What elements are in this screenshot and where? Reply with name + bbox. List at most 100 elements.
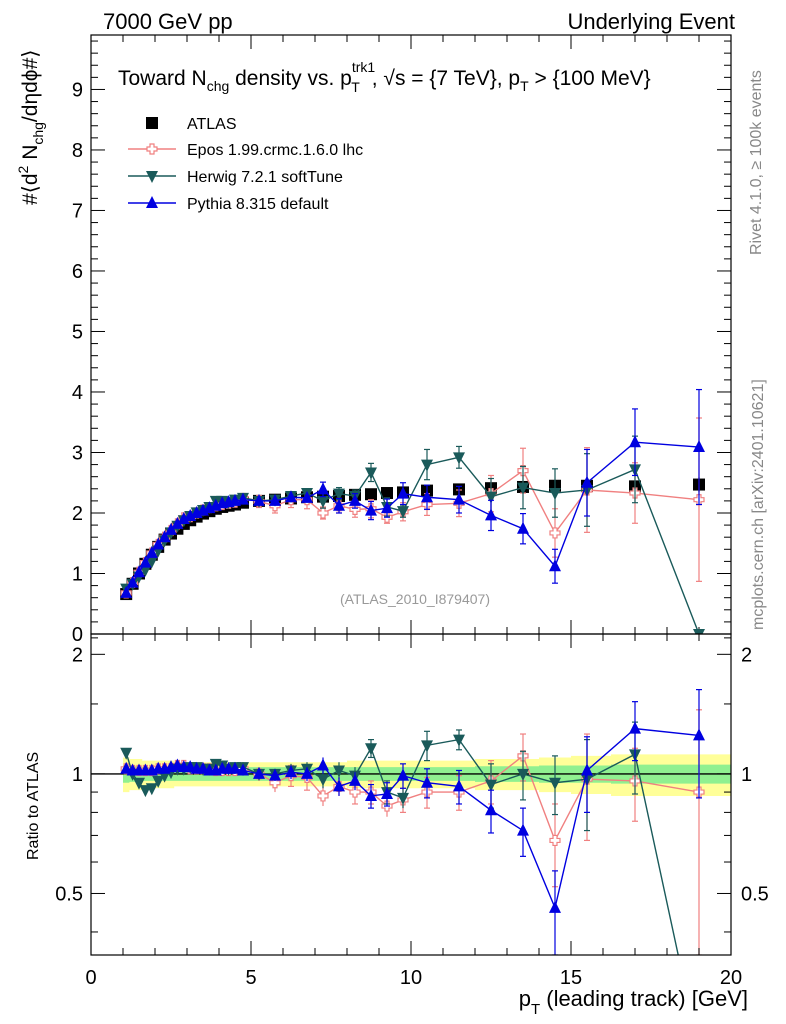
series-line-pythia: [125, 441, 700, 594]
ratio-y-tick-label: 1: [72, 764, 83, 786]
data-point-epos: [349, 503, 361, 515]
y-tick-label: 4: [72, 382, 83, 404]
ratio-point-herwig: [453, 734, 465, 747]
data-point-herwig: [365, 467, 377, 480]
ratio-point-herwig: [365, 743, 377, 756]
ratio-point-herwig: [549, 777, 561, 790]
ratio-point-pythia: [229, 761, 241, 774]
data-point-herwig: [317, 495, 329, 508]
data-point-pythia: [285, 490, 297, 503]
y-tick-label: 8: [72, 140, 83, 162]
data-point-pythia: [549, 559, 561, 572]
data-point-pythia: [301, 490, 313, 503]
ratio-point-herwig: [145, 783, 158, 796]
legend-label-pythia: Pythia 8.315 default: [187, 196, 329, 213]
y-tick-label: 9: [72, 79, 83, 101]
data-point-pythia: [629, 435, 641, 448]
main-panel: 0 1 2 3 4 5 6 7 8 9: [72, 35, 732, 646]
ratio-point-herwig: [152, 775, 165, 788]
title-part-b-sub: T: [351, 79, 360, 95]
x-tick-label: 0: [85, 967, 96, 989]
ratio-point-pythia: [333, 779, 345, 792]
ylabel-part-b: N: [19, 145, 42, 166]
data-point-herwig: [421, 459, 433, 472]
data-point-herwig: [145, 556, 158, 569]
data-point-pythia: [145, 545, 158, 558]
data-point-pythia: [237, 492, 249, 505]
series-pythia: [120, 388, 705, 598]
data-point-pythia: [152, 537, 165, 550]
xlabel-part-b: (leading track) [GeV]: [540, 986, 748, 1011]
legend-label-atlas: ATLAS: [187, 116, 237, 133]
ratio-y-tick-label: 2: [72, 644, 83, 666]
data-point-herwig: [333, 488, 345, 501]
title-part-b: density vs. p: [229, 67, 352, 90]
legend-marker-epos: [146, 143, 158, 155]
ratio-y-tick-label: 0.5: [55, 883, 83, 905]
data-point-pythia: [253, 493, 265, 506]
legend-label-epos: Epos 1.99.crmc.1.6.0 lhc: [187, 142, 363, 159]
ratio-point-pythia: [285, 765, 297, 778]
ratio-point-herwig: [333, 765, 345, 778]
ratio-point-epos: [317, 790, 329, 802]
ratio-point-pythia: [453, 779, 465, 792]
y-tick-label: 7: [72, 200, 83, 222]
data-point-pythia: [333, 498, 345, 511]
x-tick-label: 15: [560, 967, 582, 989]
data-point-pythia: [177, 512, 190, 525]
x-tick-label: 20: [720, 967, 742, 989]
y-tick-label: 6: [72, 261, 83, 283]
data-point-herwig: [485, 491, 497, 504]
ratio-panel: 0.5 0.51 12 20 5 10 15 20: [55, 634, 769, 989]
main-title: Toward Nchg density vs. ptrk1 T, √s = {7 …: [118, 59, 651, 95]
data-point-pythia: [485, 508, 497, 521]
legend-marker-herwig: [146, 171, 158, 183]
data-point-herwig: [453, 452, 465, 465]
ratio-y-tick-label-right: 0.5: [741, 883, 769, 905]
y-tick-label: 0: [72, 624, 83, 646]
data-point-pythia: [139, 555, 152, 568]
data-point-pythia: [269, 493, 281, 506]
data-point-pythia: [349, 493, 361, 506]
ratio-point-pythia: [317, 758, 329, 771]
ratio-y-tick-label-right: 1: [741, 764, 752, 786]
ratio-point-herwig: [517, 768, 529, 781]
data-point-pythia: [397, 486, 409, 499]
ratio-point-pythia: [517, 823, 529, 836]
ratio-point-herwig: [133, 777, 145, 790]
data-point-pythia: [184, 509, 197, 522]
ratio-point-epos: [349, 786, 361, 798]
series-herwig: [120, 435, 705, 634]
ylabel-part-a-sup: 2: [15, 165, 31, 173]
title-part-a-sub: chg: [207, 78, 230, 94]
ylabel-part-c: /dηdϕ#⟩: [19, 50, 42, 123]
data-point-pythia: [158, 530, 171, 543]
ratio-point-pythia: [693, 728, 705, 741]
x-tick-label: 10: [400, 967, 422, 989]
mcplots-label: mcplots.cern.ch [arXiv:2401.10621]: [750, 379, 767, 630]
ratio-y-tick-label-right: 2: [741, 644, 752, 666]
data-point-herwig: [693, 629, 705, 634]
data-point-herwig: [517, 482, 529, 495]
y-tick-label: 2: [72, 503, 83, 525]
x-tick-label: 5: [245, 967, 256, 989]
title-part-c-sub: T: [520, 78, 529, 94]
series-line-epos: [125, 469, 700, 594]
data-point-pythia: [517, 521, 529, 534]
ratio-point-pythia: [549, 900, 561, 913]
data-point-pythia: [171, 516, 184, 529]
legend-label-herwig: Herwig 7.2.1 softTune: [187, 169, 343, 186]
ratio-point-pythia: [485, 803, 497, 816]
ratio-series-epos: [120, 709, 705, 955]
data-point-pythia: [421, 490, 433, 503]
y-tick-label: 5: [72, 321, 83, 343]
title-part-b-sup: trk1: [352, 59, 376, 75]
main-ylabel: #⟨d2 Nchg/dηdϕ#⟩: [15, 50, 46, 205]
data-point-atlas: [381, 487, 393, 500]
ratio-xlabel: pT (leading track) [GeV]: [519, 986, 748, 1018]
xlabel-part-a-sub: T: [531, 1001, 540, 1018]
ratio-point-pythia: [301, 766, 313, 779]
data-point-pythia: [581, 475, 593, 488]
legend-marker-atlas: [146, 117, 158, 129]
